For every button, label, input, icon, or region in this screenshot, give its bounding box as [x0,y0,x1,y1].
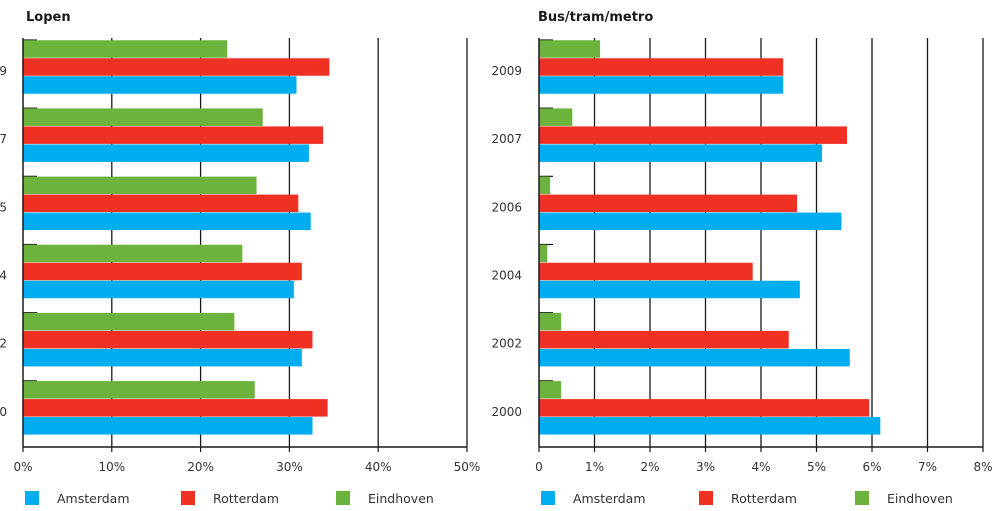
legend-label-amsterdam: Amsterdam [573,491,646,506]
bar-eindhoven-2009 [23,40,228,58]
bar-eindhoven-2005 [23,176,257,195]
bar-rotterdam-2007 [539,126,848,144]
bar-eindhoven-2009 [539,40,601,58]
bar-rotterdam-2007 [23,126,324,144]
chart-title: Lopen [26,10,71,25]
x-tick-label: 6% [862,460,881,474]
bar-rotterdam-2005 [23,194,299,213]
legend-label-amsterdam: Amsterdam [57,491,130,506]
y-tick-label: 2009 [491,64,522,78]
y-tick-label: 2009 [0,64,7,78]
bar-amsterdam-2002 [539,348,850,367]
x-tick-label: 2% [640,460,659,474]
bar-eindhoven-2007 [539,108,573,126]
bar-rotterdam-2009 [23,58,330,76]
legend-label-eindhoven: Eindhoven [887,491,953,506]
bar-amsterdam-2006 [539,212,842,231]
x-tick-label: 4% [751,460,770,474]
legend-swatch-eindhoven [855,491,869,505]
bar-amsterdam-2009 [539,76,784,94]
y-tick-label: 2007 [491,132,522,146]
bar-rotterdam-2000 [23,399,328,417]
bar-eindhoven-2007 [23,108,263,126]
x-tick-label: 10% [98,460,125,474]
bar-eindhoven-2002 [23,312,235,331]
bar-eindhoven-2004 [23,244,243,263]
x-tick-label: 20% [187,460,214,474]
y-tick-label: 2004 [0,269,7,283]
chart-title: Bus/tram/metro [538,10,653,25]
bar-amsterdam-2004 [539,280,800,299]
chart-lopen: Lopen 2009 2007 2005 2004 2002 2000 0% 10% 20% 30%… [0,10,480,506]
bar-amsterdam-2004 [23,280,294,299]
bar-rotterdam-2002 [23,330,313,349]
bar-amsterdam-2009 [23,76,297,94]
bar-amsterdam-2005 [23,212,311,231]
x-tick-label: 0% [13,460,32,474]
bar-rotterdam-2002 [539,330,789,349]
y-tick-label: 2000 [0,405,7,419]
bar-amsterdam-2002 [23,348,302,367]
y-tick-label: 2007 [0,132,7,146]
x-tick-label: 1% [585,460,604,474]
bar-eindhoven-2000 [23,381,255,399]
legend-swatch-amsterdam [25,491,39,505]
bar-rotterdam-2004 [539,262,753,281]
y-tick-label: 2002 [491,337,522,351]
bar-rotterdam-2000 [539,399,870,417]
bar-rotterdam-2006 [539,194,798,213]
x-tick-label: 0 [535,460,543,474]
y-tick-label: 2000 [491,405,522,419]
x-tick-label: 8% [973,460,992,474]
bar-amsterdam-2007 [539,144,823,162]
x-tick-label: 50% [454,460,481,474]
bar-eindhoven-2000 [539,381,562,399]
legend-swatch-eindhoven [336,491,350,505]
legend-swatch-amsterdam [541,491,555,505]
bar-amsterdam-2007 [23,144,309,162]
bar-eindhoven-2004 [539,244,548,263]
legend-swatch-rotterdam [181,491,195,505]
legend-label-rotterdam: Rotterdam [731,491,797,506]
y-tick-label: 2005 [0,200,7,214]
x-tick-label: 40% [365,460,392,474]
bar-eindhoven-2006 [539,176,551,195]
legend-swatch-rotterdam [699,491,713,505]
legend-label-eindhoven: Eindhoven [368,491,434,506]
chart-bus-tram-metro: Bus/tram/metro 2009 2007 2006 2004 2002 2000 0 1… [491,10,992,506]
bar-amsterdam-2000 [539,417,881,435]
bar-amsterdam-2000 [23,417,313,435]
legend-label-rotterdam: Rotterdam [213,491,279,506]
y-tick-label: 2006 [491,200,522,214]
y-tick-label: 2004 [491,269,522,283]
bar-eindhoven-2002 [539,312,562,331]
x-tick-label: 5% [807,460,826,474]
y-tick-label: 2002 [0,337,7,351]
x-tick-label: 7% [918,460,937,474]
bar-rotterdam-2004 [23,262,302,281]
x-tick-label: 30% [276,460,303,474]
bar-rotterdam-2009 [539,58,784,76]
x-tick-label: 3% [696,460,715,474]
